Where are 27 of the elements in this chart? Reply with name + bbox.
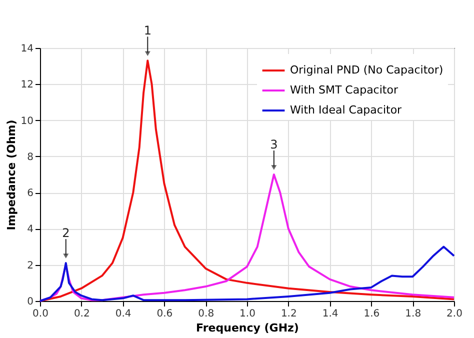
annotation: 3 [270, 138, 278, 152]
x-tick-label: 0.2 [74, 308, 90, 320]
y-tick-label: 6 [27, 188, 34, 200]
legend-label: Original PND (No Capacitor) [290, 64, 444, 76]
annotation: 1 [144, 24, 152, 38]
x-tick-label: 1.2 [280, 308, 297, 320]
y-tick-label: 0 [27, 296, 34, 308]
x-tick-label: 1.4 [322, 308, 338, 320]
x-tick-label: 0.8 [198, 308, 214, 320]
x-tick-label: 2.0 [446, 308, 462, 320]
x-tick-label: 0.4 [115, 308, 132, 320]
legend-label: With SMT Capacitor [290, 84, 398, 96]
x-tick-label: 1.8 [405, 308, 422, 320]
y-tick-label: 12 [20, 80, 34, 91]
y-tick-label: 4 [27, 224, 34, 236]
x-tick-label: 0.6 [156, 308, 173, 320]
legend-label: With Ideal Capacitor [290, 104, 402, 116]
x-axis-title: Frequency (GHz) [196, 322, 299, 334]
y-axis-title: Impedance (Ohm) [4, 120, 18, 230]
y-tick-label: 10 [20, 116, 34, 127]
y-tick-label: 14 [20, 44, 34, 54]
x-tick-label: 1.0 [240, 308, 256, 320]
y-tick-label: 2 [27, 260, 34, 272]
annotation: 2 [62, 226, 70, 240]
x-tick-label: 0.0 [32, 308, 48, 320]
x-tick-label: 1.6 [364, 308, 380, 320]
y-tick-label: 8 [27, 152, 34, 163]
